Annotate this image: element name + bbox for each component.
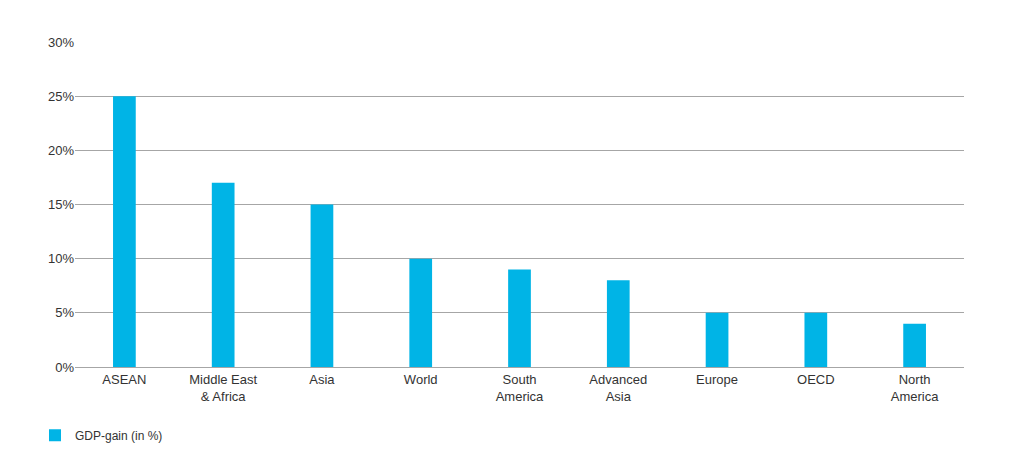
svg-text:5%: 5% [55,305,74,320]
svg-text:NorthAmerica: NorthAmerica [891,372,939,404]
svg-text:30%: 30% [48,35,74,50]
svg-text:Europe: Europe [696,372,738,387]
svg-text:0%: 0% [55,360,74,375]
svg-text:Middle East& Africa: Middle East& Africa [189,372,257,404]
svg-text:25%: 25% [48,89,74,104]
svg-text:GDP-gain (in %): GDP-gain (in %) [75,429,162,443]
svg-text:15%: 15% [48,197,74,212]
svg-text:ASEAN: ASEAN [102,372,146,387]
svg-text:Asia: Asia [309,372,335,387]
svg-text:10%: 10% [48,251,74,266]
svg-text:SouthAmerica: SouthAmerica [496,372,544,404]
svg-text:AdvancedAsia: AdvancedAsia [589,372,647,404]
svg-text:World: World [404,372,438,387]
svg-text:OECD: OECD [797,372,835,387]
svg-text:20%: 20% [48,143,74,158]
